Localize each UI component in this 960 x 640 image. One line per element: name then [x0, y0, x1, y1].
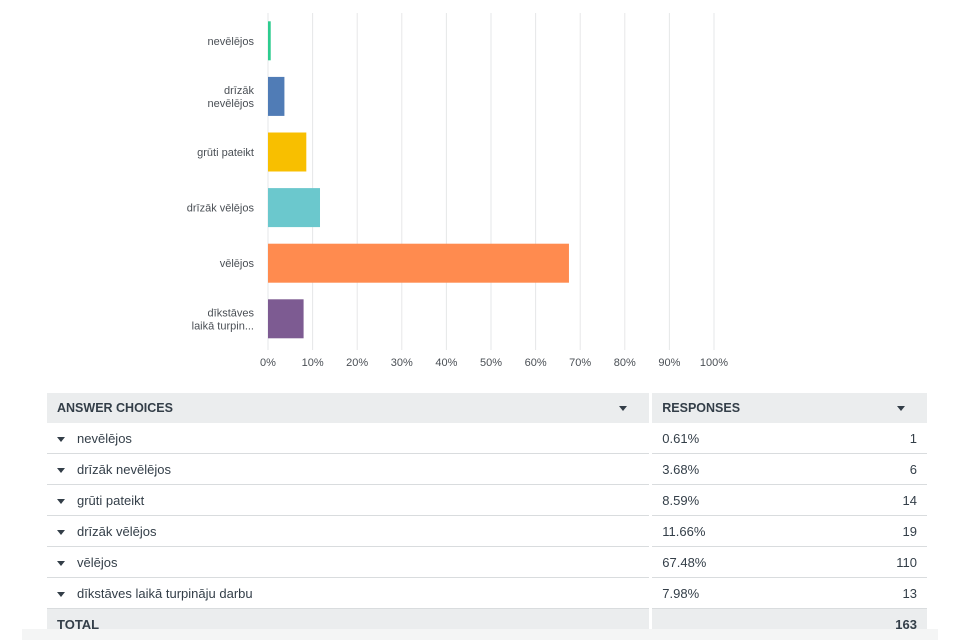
- expand-caret-icon[interactable]: [57, 498, 65, 504]
- total-count: 163: [895, 616, 917, 632]
- response-percent: 3.68%: [662, 461, 700, 477]
- bar[interactable]: [268, 21, 271, 61]
- choice-label: grūti pateikt: [77, 492, 145, 508]
- bar[interactable]: [268, 76, 285, 116]
- x-tick-label: 0%: [260, 357, 276, 369]
- response-percent: 0.61%: [662, 430, 700, 446]
- choice-label: drīzāk nevēlējos: [77, 461, 171, 477]
- bar[interactable]: [268, 188, 321, 228]
- category-label-line: laikā turpin...: [192, 320, 254, 332]
- choice-cell: nevēlējos: [47, 423, 653, 454]
- category-label-line: nevēlējos: [208, 36, 255, 48]
- bar[interactable]: [268, 132, 307, 172]
- table-row: nevēlējos 0.61% 1: [47, 423, 927, 454]
- category-label-line: dīkstāves: [208, 307, 255, 319]
- expand-caret-icon[interactable]: [57, 560, 65, 566]
- x-tick-label: 40%: [435, 357, 457, 369]
- response-count: 6: [909, 461, 917, 477]
- response-cell: 0.61% 1: [650, 423, 927, 454]
- answer-choices-header[interactable]: ANSWER CHOICES: [47, 393, 653, 423]
- chart-svg: 0% 10% 20% 30% 40% 50% 60% 70% 80% 90% 100% nevēlēj…: [187, 13, 728, 369]
- x-tick-label: 80%: [614, 357, 636, 369]
- x-tick-label: 90%: [658, 357, 680, 369]
- choice-cell: dīkstāves laikā turpināju darbu: [47, 577, 653, 609]
- table-row: drīzāk nevēlējos 3.68% 6: [47, 453, 927, 485]
- category-label-line: drīzāk: [224, 85, 254, 97]
- choice-cell: drīzāk nevēlējos: [47, 453, 653, 485]
- response-cell: 7.98% 13: [650, 577, 927, 609]
- x-tick-label: 50%: [480, 357, 502, 369]
- x-tick-label: 30%: [391, 357, 413, 369]
- response-percent: 11.66%: [662, 523, 706, 539]
- response-cell: 67.48% 110: [650, 546, 927, 578]
- category-label: vēlējos: [220, 258, 255, 270]
- category-label: grūti pateikt: [197, 147, 254, 159]
- response-cell: 8.59% 14: [650, 484, 927, 516]
- table-header-row: ANSWER CHOICES RESPONSES: [47, 393, 927, 423]
- x-tick-label: 10%: [302, 357, 324, 369]
- bar[interactable]: [268, 243, 569, 283]
- response-percent: 67.48%: [662, 554, 707, 570]
- response-count: 13: [902, 585, 917, 601]
- response-percent: 8.59%: [662, 492, 700, 508]
- category-label-line: nevēlējos: [208, 98, 255, 110]
- expand-caret-icon[interactable]: [57, 436, 65, 442]
- response-percent: 7.98%: [662, 585, 700, 601]
- choice-cell: grūti pateikt: [47, 484, 653, 516]
- responses-header-label: RESPONSES: [662, 401, 741, 415]
- response-cell: 11.66% 19: [650, 515, 927, 547]
- choice-label: vēlējos: [77, 554, 118, 570]
- response-cell: 3.68% 6: [650, 453, 927, 485]
- choice-cell: drīzāk vēlējos: [47, 515, 653, 547]
- expand-caret-icon[interactable]: [57, 591, 65, 597]
- table-row: vēlējos 67.48% 110: [47, 546, 927, 578]
- bar[interactable]: [268, 299, 304, 339]
- x-tick-label: 20%: [346, 357, 368, 369]
- response-count: 110: [896, 554, 917, 570]
- table-row: drīzāk vēlējos 11.66% 19: [47, 515, 927, 547]
- choice-label: nevēlējos: [77, 430, 132, 446]
- answer-choices-header-label: ANSWER CHOICES: [57, 401, 173, 415]
- category-label: drīzāk nevēlējos: [208, 85, 255, 110]
- table-row: grūti pateikt 8.59% 14: [47, 484, 927, 516]
- sort-caret-icon[interactable]: [897, 406, 905, 411]
- x-tick-label: 100%: [700, 357, 728, 369]
- category-label-line: drīzāk vēlējos: [187, 203, 255, 215]
- table-row: dīkstāves laikā turpināju darbu 7.98% 13: [47, 577, 927, 609]
- choice-label: dīkstāves laikā turpināju darbu: [77, 585, 253, 601]
- choice-label: drīzāk vēlējos: [77, 523, 157, 539]
- bar-chart: 0% 10% 20% 30% 40% 50% 60% 70% 80% 90% 100% nevēlēj…: [187, 13, 728, 369]
- category-label: drīzāk vēlējos: [187, 203, 255, 215]
- category-label-line: vēlējos: [220, 258, 255, 270]
- x-tick-label: 70%: [569, 357, 591, 369]
- footer-strip: [22, 629, 938, 640]
- choice-cell: vēlējos: [47, 546, 653, 578]
- expand-caret-icon[interactable]: [57, 529, 65, 535]
- response-count: 19: [902, 523, 917, 539]
- x-tick-label: 60%: [525, 357, 547, 369]
- responses-header[interactable]: RESPONSES: [650, 393, 927, 423]
- results-table: ANSWER CHOICES RESPONSES nevēlējos 0.61% 1…: [47, 393, 927, 640]
- sort-caret-icon[interactable]: [619, 406, 628, 411]
- expand-caret-icon[interactable]: [57, 467, 65, 473]
- response-count: 1: [909, 430, 917, 446]
- response-count: 14: [902, 492, 917, 508]
- category-label: dīkstāves laikā turpin...: [192, 307, 255, 332]
- category-label: nevēlējos: [208, 36, 255, 48]
- category-label-line: grūti pateikt: [197, 147, 254, 159]
